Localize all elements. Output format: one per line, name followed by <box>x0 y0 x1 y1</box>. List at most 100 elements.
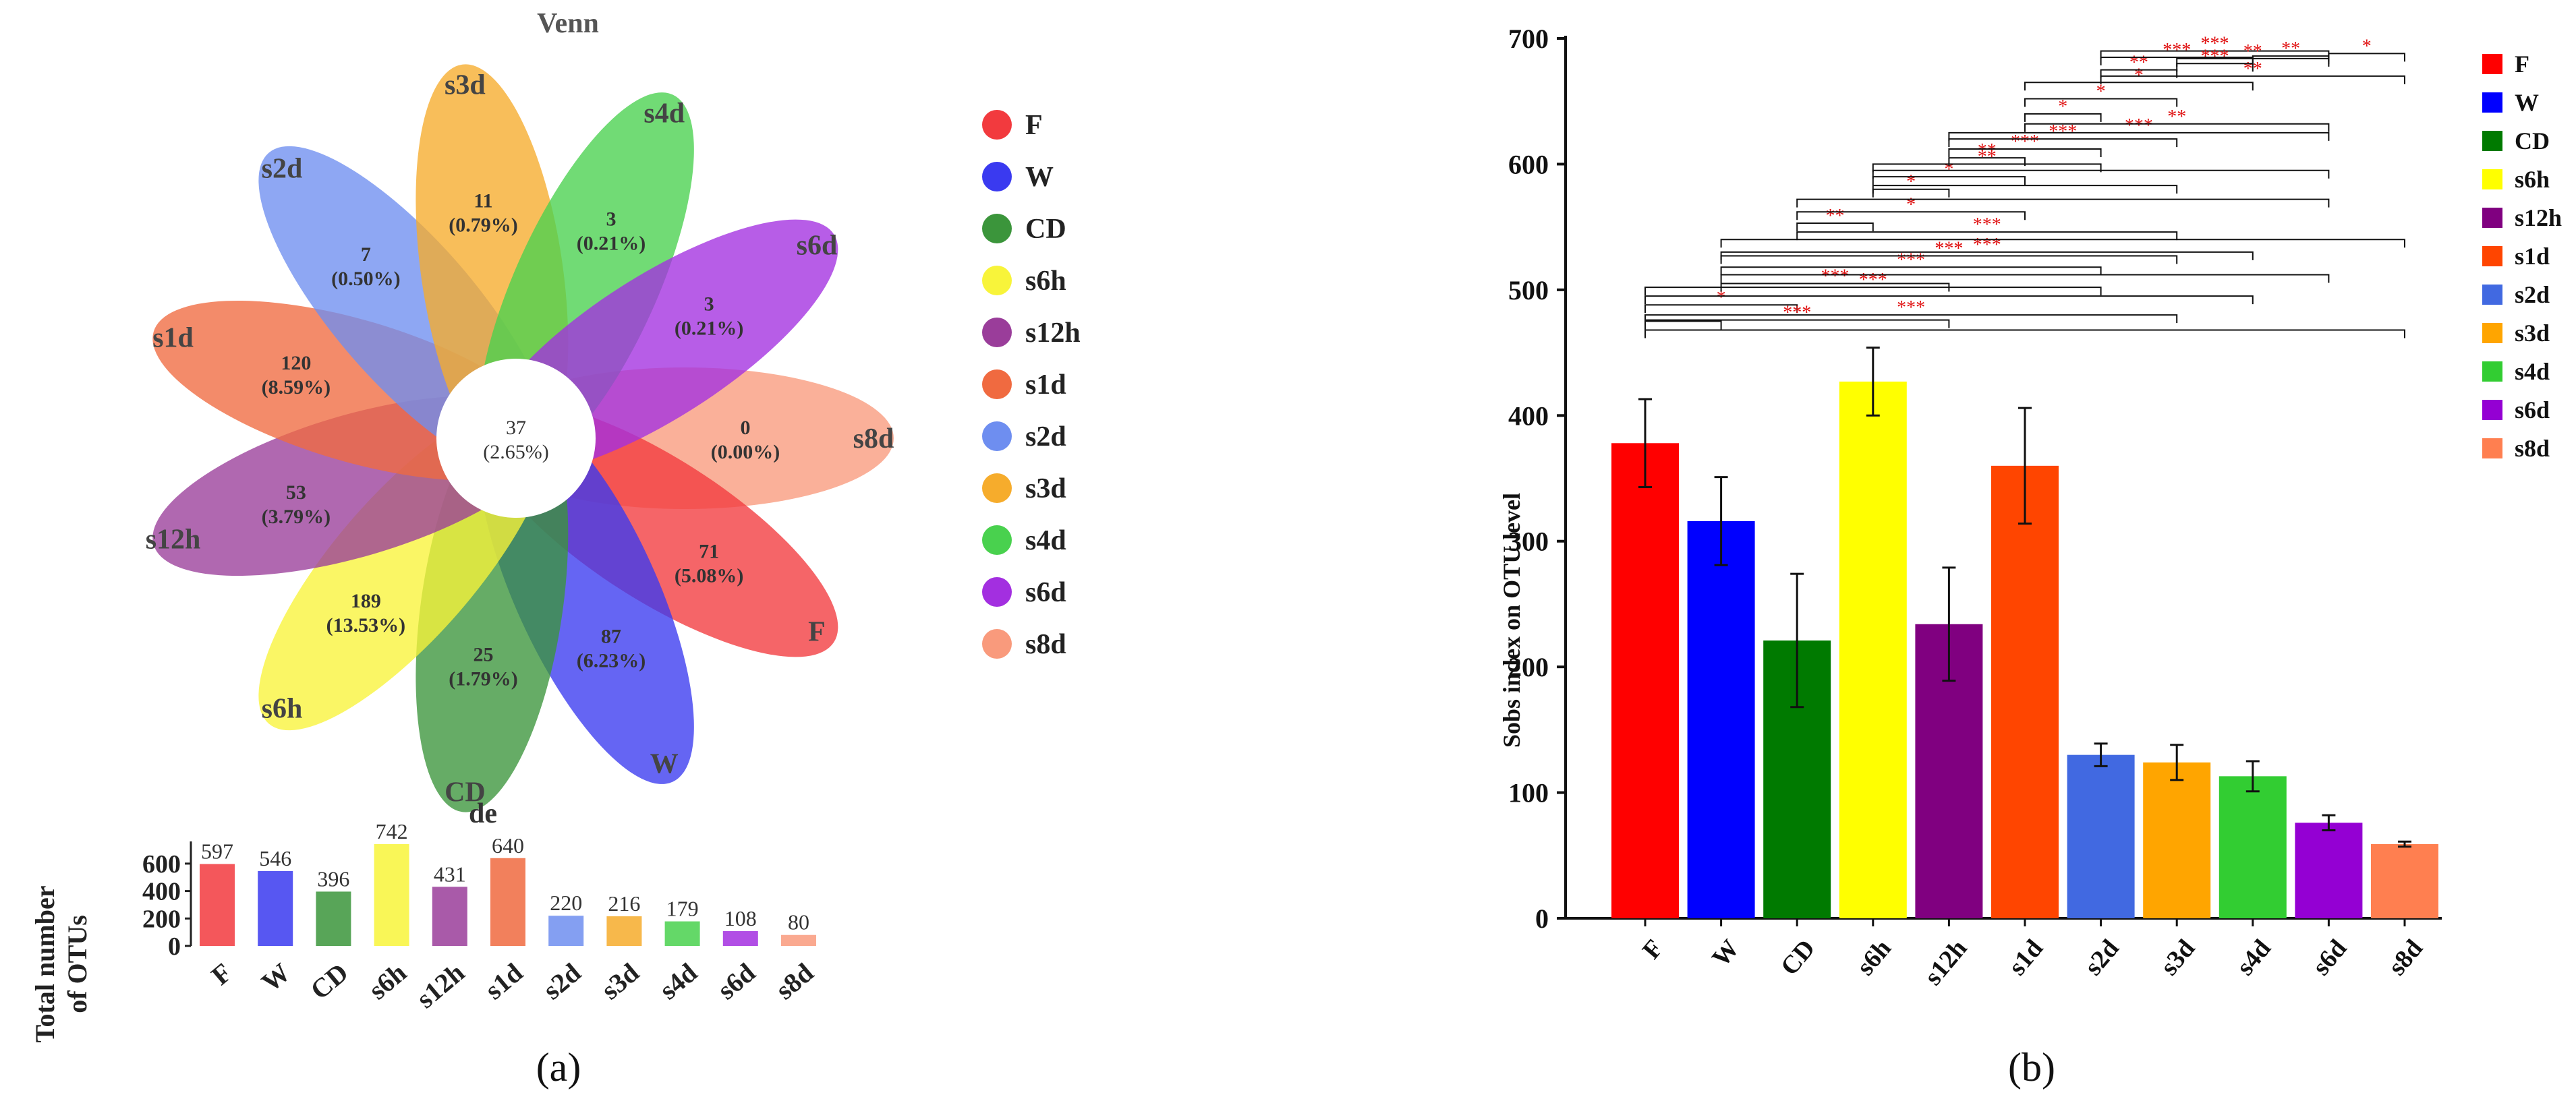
sobs-bracket-s6h-s1d <box>1872 176 2026 185</box>
venn-percent-s4d: (0.21%) <box>577 233 646 255</box>
venn-percent-s2d: (0.50%) <box>331 268 400 290</box>
venn-center-circle <box>436 359 596 518</box>
sobs-bracket-s12h-s6d <box>1948 131 2330 141</box>
sobs-legend-swatch-s8d <box>2482 438 2502 458</box>
venn-legend-label-s6d: s6d <box>1025 577 1066 608</box>
sobs-bar-chart: Sobs index on OTU level FWCDs6hs12hs1ds2… <box>1498 24 2562 990</box>
sobs-bracket-CD-s3d <box>1796 231 2178 241</box>
otu-value-label-F: 597 <box>201 839 233 864</box>
sobs-bracket-W-s4d <box>1720 251 2254 260</box>
venn-count-CD: 25 <box>474 644 494 666</box>
otu-category-label-s12h: s12h <box>411 957 471 1013</box>
venn-group-label-s2d: s2d <box>262 153 303 184</box>
sobs-ylabel: Sobs index on OTU level <box>1498 493 1525 748</box>
sobs-legend-swatch-s6d <box>2482 400 2502 420</box>
venn-center-percent: (2.65%) <box>483 441 548 463</box>
sobs-bracket-label-s12h-s6d: *** <box>2125 115 2153 136</box>
venn-legend-swatch-s4d <box>982 525 1012 555</box>
sobs-bracket-CD-s6d <box>1796 198 2330 208</box>
sobs-legend-label-CD: CD <box>2515 127 2550 154</box>
sobs-legend-label-F: F <box>2515 51 2529 78</box>
sobs-category-label-s12h: s12h <box>1919 934 1973 991</box>
otu-bar-CD <box>316 891 351 946</box>
otu-value-label-s12h: 431 <box>434 862 466 886</box>
sobs-bracket-label-F-s3d: *** <box>1897 297 1925 318</box>
sobs-bracket-s12h-s3d <box>1948 138 2178 148</box>
venn-legend-swatch-W <box>982 162 1012 191</box>
otu-ytick-label-400: 400 <box>142 878 181 906</box>
venn-group-label-W: W <box>650 748 679 779</box>
sobs-bracket-label-F-s2d: *** <box>1859 270 1887 291</box>
otu-category-label-s2d: s2d <box>537 957 586 1005</box>
venn-percent-s1d: (8.59%) <box>262 376 331 398</box>
sobs-legend-label-s3d: s3d <box>2515 320 2550 347</box>
otu-value-label-s4d: 179 <box>666 897 699 921</box>
sobs-legend-swatch-s1d <box>2482 246 2502 266</box>
sobs-bracket-label-s4d-s6d: ** <box>2281 38 2300 59</box>
venn-group-label-s1d: s1d <box>152 322 194 353</box>
sobs-bracket-s1d-s6d <box>2024 123 2330 132</box>
sobs-category-label-s6d: s6d <box>2307 934 2352 981</box>
otu-value-label-s8d: 80 <box>788 910 809 934</box>
sobs-bracket-F-CD <box>1644 304 1798 314</box>
venn-legend-swatch-s3d <box>982 473 1012 503</box>
otu-ytick-label-0: 0 <box>168 932 181 961</box>
sobs-bracket-label-W-s4d: *** <box>1973 235 2001 256</box>
sobs-legend-swatch-W <box>2482 92 2502 113</box>
sobs-bracket-s1d-s2d <box>2024 113 2102 122</box>
venn-legend-label-s3d: s3d <box>1025 473 1066 504</box>
sobs-legend-label-W: W <box>2515 89 2539 116</box>
otu-category-label-s4d: s4d <box>654 957 703 1005</box>
sobs-bracket-F-s3d <box>1644 314 2178 324</box>
venn-percent-s3d: (0.79%) <box>449 214 517 236</box>
sobs-ytick-label-200: 200 <box>1508 652 1549 682</box>
sobs-bar-s8d <box>2371 844 2438 918</box>
venn-stray-label: de <box>469 798 497 829</box>
sobs-bracket-label-s2d-s4d: *** <box>2163 40 2191 61</box>
otu-value-label-s1d: 640 <box>492 833 524 858</box>
sobs-bracket-s6d-s8d <box>2328 53 2405 62</box>
venn-legend-swatch-s6h <box>982 266 1012 295</box>
venn-percent-s12h: (3.79%) <box>262 506 331 528</box>
otu-ylabel-line2: of OTUs <box>62 915 92 1013</box>
venn-group-label-s4d: s4d <box>643 98 685 129</box>
otu-bar-s3d <box>606 916 642 946</box>
otu-bar-W <box>258 870 293 946</box>
otu-value-label-W: 546 <box>259 846 291 870</box>
venn-group-label-s3d: s3d <box>445 69 486 100</box>
sobs-bracket-label-s3d-s4d: *** <box>2201 46 2229 67</box>
venn-count-W: 87 <box>601 625 621 647</box>
venn-percent-W: (6.23%) <box>577 649 646 672</box>
venn-diagram: 37 (2.65%) 0(0.00%) s8d71(5.08%)F87(6.23%… <box>146 8 1081 829</box>
otu-category-label-s8d: s8d <box>770 957 819 1005</box>
sobs-bracket-F-s12h <box>1644 319 1950 328</box>
sobs-bracket-s6h-s2d <box>1872 163 2102 173</box>
otu-bar-s6h <box>374 844 409 946</box>
sobs-bar-s4d <box>2219 776 2287 918</box>
sobs-bar-s6d <box>2295 823 2363 918</box>
sobs-bracket-label-W-s2d: *** <box>1897 249 1925 270</box>
venn-legend-label-s6h: s6h <box>1025 266 1066 297</box>
otu-category-label-s6d: s6d <box>712 957 761 1005</box>
sobs-bracket-W-s8d <box>1720 239 2405 248</box>
venn-legend-swatch-s6d <box>982 577 1012 607</box>
sobs-bar-F <box>1611 443 1679 918</box>
sobs-bracket-label-s6h-s2d: ** <box>1978 146 1997 167</box>
sobs-bracket-label-s12h-s2d: *** <box>2011 131 2039 152</box>
venn-legend-label-F: F <box>1025 110 1043 141</box>
sobs-bar-s1d <box>1991 465 2059 918</box>
otu-bar-s2d <box>548 916 584 946</box>
sobs-ytick-label-300: 300 <box>1508 527 1549 557</box>
sobs-bracket-label-W-s3d: *** <box>1935 239 1963 260</box>
otu-bar-s1d <box>490 858 525 946</box>
sobs-bracket-CD-s6h <box>1796 222 1874 232</box>
sobs-bracket-label-s12h-s3d: *** <box>2049 121 2077 142</box>
sobs-bracket-F-W <box>1644 320 1722 330</box>
sobs-legend-label-s2d: s2d <box>2515 281 2550 308</box>
venn-group-label-CD: CD <box>445 777 486 808</box>
sobs-bracket-label-CD-s1d: * <box>1906 194 1916 215</box>
sobs-category-label-F: F <box>1637 934 1669 965</box>
otu-value-label-s3d: 216 <box>608 891 640 916</box>
venn-count-s2d: 7 <box>361 243 371 266</box>
